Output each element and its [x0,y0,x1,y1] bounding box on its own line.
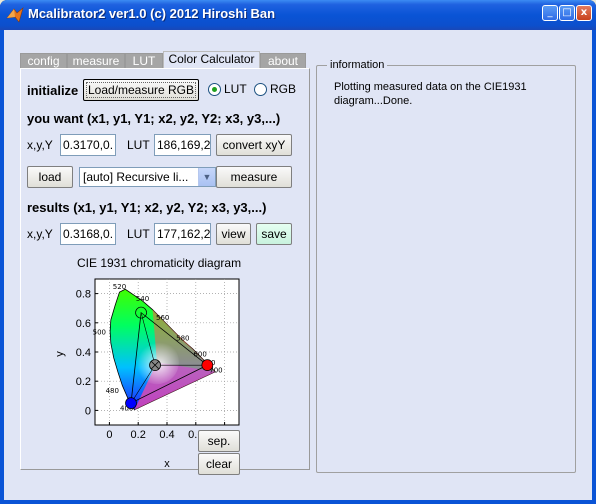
xyY-label: x,y,Y [27,138,53,152]
close-button[interactable]: x [576,5,592,21]
gamut-triangle [130,311,209,404]
window-border-left [0,30,4,504]
sep-button[interactable]: sep. [198,430,240,452]
spectral-locus [109,288,216,411]
y-tick-label: 0.8 [76,289,91,301]
tab-config[interactable]: config [20,53,67,69]
gamut-outline [130,311,209,404]
chevron-down-icon[interactable]: ▼ [198,168,215,186]
tab-measure[interactable]: measure [67,53,125,69]
x-tick-label: 0 [106,429,112,441]
minimize-button[interactable]: _ [542,5,558,21]
wavelength-label: 700 [209,366,222,374]
result-xyY-input[interactable]: 0.3168,0. [60,223,116,245]
x-tick-label: 0.4 [159,429,174,441]
radio-lut-label: LUT [224,82,247,96]
x-tick-label: 0.2 [131,429,146,441]
information-text: Plotting measured data on the CIE1931 di… [334,81,527,107]
radio-rgb-label: RGB [270,82,297,96]
tab-lut[interactable]: LUT [125,53,163,69]
y-tick-label: 0.2 [76,376,91,388]
initialize-label: initialize [27,83,79,98]
client-area: config measure LUT Color Calculator abou… [4,30,592,500]
wavelength-label: 520 [113,283,126,291]
information-panel: information Plotting measured data on th… [316,59,576,473]
matlab-icon [6,7,24,23]
radio-rgb[interactable] [254,83,267,96]
primary-point-red [201,359,214,371]
lut-label: LUT [127,138,150,152]
wavelength-label: 560 [156,314,169,322]
measure-button[interactable]: measure [216,166,292,188]
load-button[interactable]: load [27,166,73,188]
y-tick-label: 0.4 [76,347,91,359]
wavelength-label: 600 [193,350,206,358]
information-legend: information [327,59,388,71]
color-calculator-panel: initialize Load/measure RGB LUT RGB you … [20,68,310,475]
x-axis-label: x [164,458,170,469]
chart-title: CIE 1931 chromaticity diagram [77,256,242,270]
wavelength-label: 540 [136,295,149,303]
view-button[interactable]: view [216,223,251,245]
radio-selected-dot [212,87,217,92]
you-want-label: you want (x1, y1, Y1; x2, y2, Y2; x3, y3… [27,111,281,126]
y-tick-label: 0.6 [76,318,91,330]
y-axis-label: y [54,351,66,357]
radio-lut[interactable] [208,83,221,96]
load-measure-rgb-button[interactable]: Load/measure RGB [83,79,199,101]
clear-button[interactable]: clear [198,453,240,475]
result-lut-input[interactable]: 177,162,2 [154,223,211,245]
window-border-bottom [0,500,596,504]
maximize-button[interactable]: □ [559,5,575,21]
result-xyY-label: x,y,Y [27,227,53,241]
window-title: Mcalibrator2 ver1.0 (c) 2012 Hiroshi Ban [28,6,276,21]
tab-color-calculator[interactable]: Color Calculator [163,51,260,71]
cie-chart: 00.20.40.60.800.20.40.60.8 5205405605806… [54,278,240,469]
y-tick-label: 0 [85,405,91,417]
method-select-value: [auto] Recursive li... [83,170,189,184]
wavelength-label: 480 [106,387,119,395]
wavelength-label: 400 [120,404,133,412]
left-panel: config measure LUT Color Calculator abou… [20,50,310,475]
convert-xyY-button[interactable]: convert xyY [216,134,292,156]
data-points [125,306,214,409]
save-button[interactable]: save [256,223,292,245]
gamut-spoke [140,312,156,366]
window-border-right [592,30,596,504]
xyY-input[interactable]: 0.3170,0. [60,134,116,156]
lut-input[interactable]: 186,169,2 [154,134,211,156]
wavelength-label: 580 [176,334,189,342]
wavelength-label: 500 [93,328,106,336]
results-label: results (x1, y1, Y1; x2, y2, Y2; x3, y3,… [27,200,267,215]
white-point-cross-b [150,360,160,370]
tab-about[interactable]: about [260,53,306,69]
gamut-spoke [130,364,156,404]
primary-point-green [135,306,147,319]
primary-point-blue [125,397,137,409]
title-bar[interactable]: Mcalibrator2 ver1.0 (c) 2012 Hiroshi Ban… [0,0,596,30]
method-select[interactable]: [auto] Recursive li... ▼ [79,167,216,187]
result-lut-label: LUT [127,227,150,241]
